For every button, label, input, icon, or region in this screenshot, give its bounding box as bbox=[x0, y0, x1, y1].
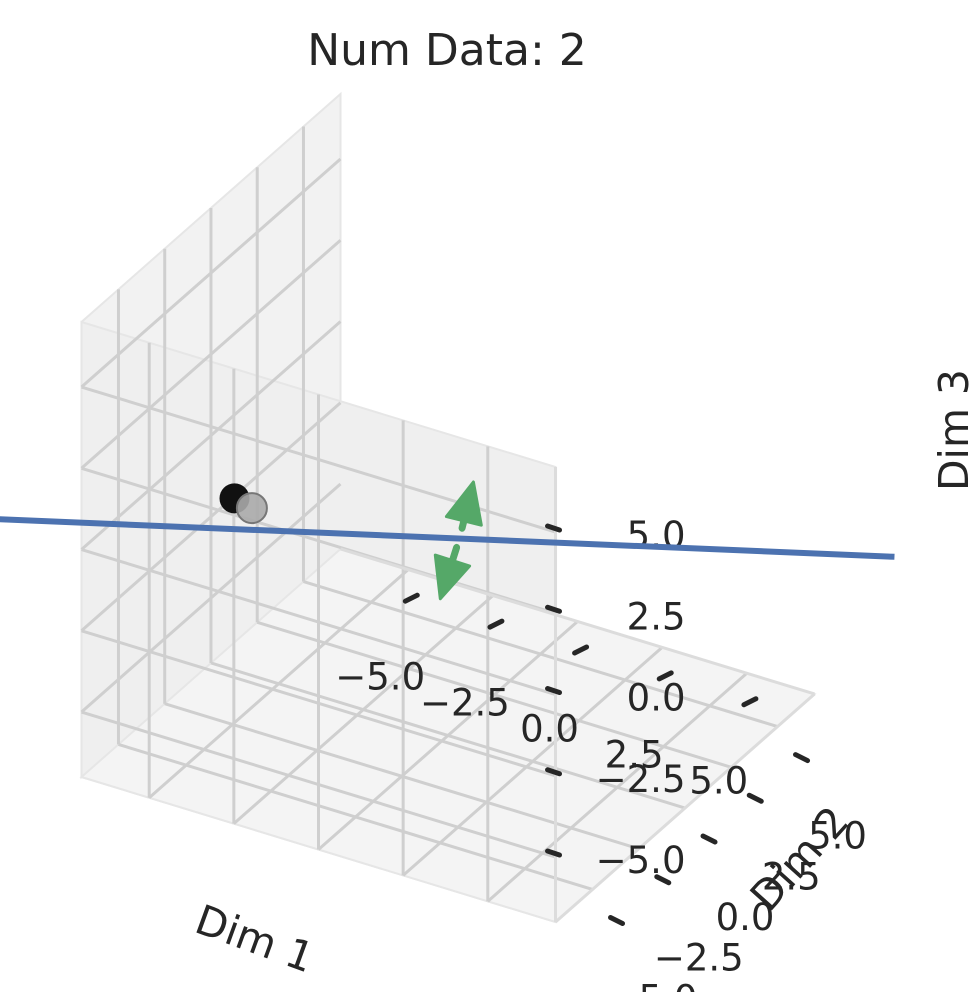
y-tick bbox=[793, 752, 811, 764]
z-tick-label: 0.0 bbox=[627, 677, 686, 720]
normal-arrow-up-head bbox=[444, 480, 483, 527]
x-tick-label: 2.5 bbox=[605, 733, 664, 776]
gridline-floor-y bbox=[118, 742, 593, 891]
gridline-back-z bbox=[81, 710, 556, 859]
normal-arrow-down-head bbox=[433, 553, 472, 601]
x-tick bbox=[487, 618, 505, 630]
y-axis-line bbox=[554, 692, 816, 924]
z-tick bbox=[545, 523, 563, 533]
z-tick bbox=[545, 604, 563, 614]
x-tick-label: −2.5 bbox=[420, 682, 510, 725]
x-axis-line bbox=[340, 547, 815, 696]
data-marks bbox=[0, 480, 895, 601]
axes-ticks: −5.0−2.50.02.55.0−5.0−2.50.02.55.0−5.0−2… bbox=[335, 514, 867, 992]
x-tick-label: −5.0 bbox=[335, 656, 425, 699]
y-tick-label: 5.0 bbox=[808, 815, 867, 858]
x-tick bbox=[572, 644, 590, 656]
z-tick bbox=[545, 686, 563, 696]
x-axis-label: Dim 1 bbox=[189, 895, 320, 982]
z-tick-label: −2.5 bbox=[596, 758, 686, 801]
gridline-left-z bbox=[80, 239, 342, 470]
separating-line bbox=[0, 516, 895, 560]
z-tick-label: 2.5 bbox=[627, 595, 686, 638]
gridline-back-z bbox=[81, 629, 556, 778]
z-tick bbox=[545, 767, 563, 777]
y-tick bbox=[700, 833, 718, 845]
z-tick-label: −5.0 bbox=[596, 839, 686, 882]
y-tick bbox=[608, 914, 626, 926]
axes-gridlines bbox=[80, 126, 816, 924]
gridline-floor-y bbox=[164, 702, 640, 851]
y-tick-label: −2.5 bbox=[654, 937, 744, 980]
gridline-floor-y bbox=[303, 580, 778, 729]
z-tick bbox=[545, 848, 563, 858]
y-tick-label: −5.0 bbox=[608, 978, 698, 992]
x-tick bbox=[741, 696, 759, 708]
gridline-left-z bbox=[80, 482, 342, 714]
y-tick-label: 2.5 bbox=[762, 855, 821, 898]
y-tick bbox=[654, 874, 672, 886]
y-tick-label: 0.0 bbox=[716, 896, 775, 939]
gridline-left-z bbox=[80, 157, 342, 389]
y-tick bbox=[746, 792, 764, 804]
y-axis-label: Dim 2 bbox=[741, 797, 858, 920]
data-point bbox=[235, 492, 268, 525]
chart-title: Num Data: 2 bbox=[307, 25, 587, 76]
gridline-left-z bbox=[80, 401, 342, 632]
gridline-back-z bbox=[81, 548, 556, 696]
normal-arrow-down-shaft bbox=[448, 543, 461, 565]
x-tick bbox=[402, 592, 420, 604]
x-tick-label: 0.0 bbox=[520, 708, 579, 751]
x-tick bbox=[656, 670, 674, 682]
gridline-left-z bbox=[80, 320, 342, 551]
x-tick-label: 5.0 bbox=[689, 759, 748, 802]
gridline-floor-y bbox=[256, 620, 732, 769]
gridline-floor-y bbox=[210, 661, 686, 810]
z-axis-label: Dim 3 bbox=[930, 369, 977, 491]
